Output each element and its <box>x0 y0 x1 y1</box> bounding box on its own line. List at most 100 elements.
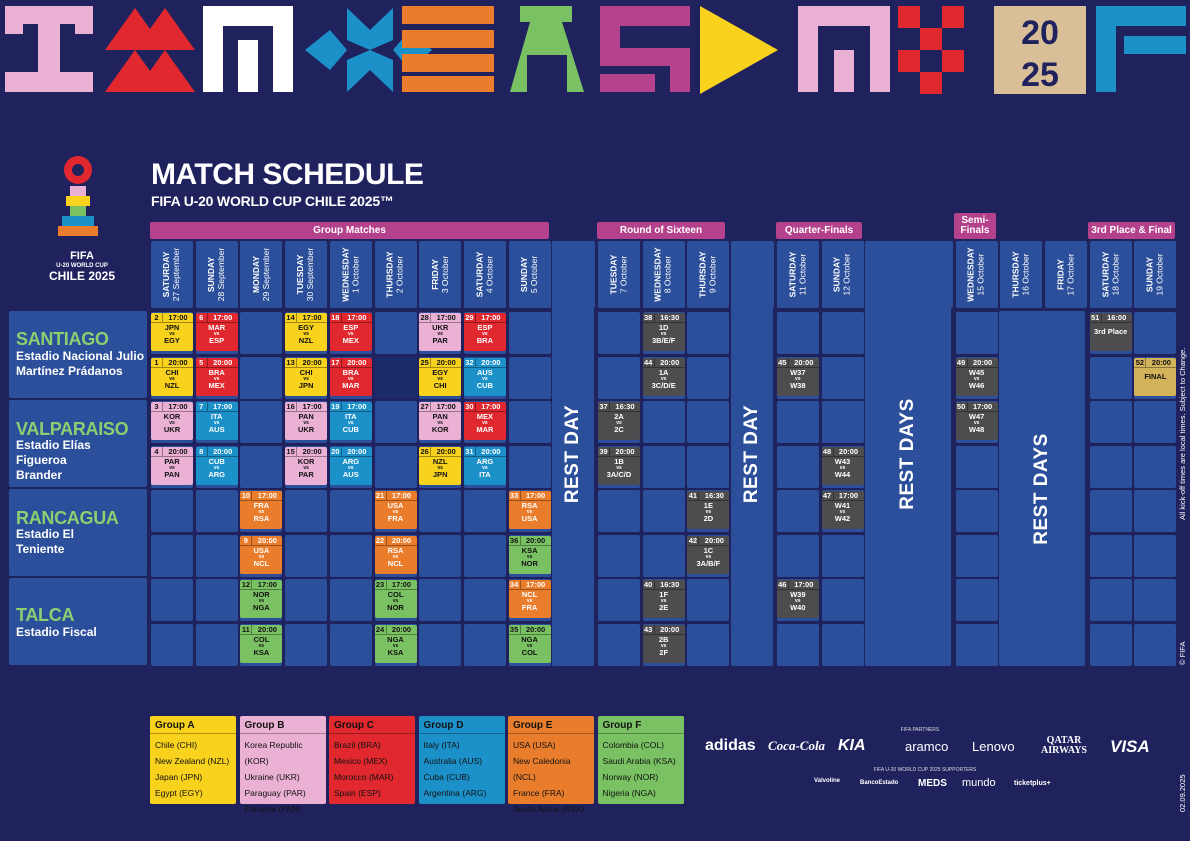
fifa-u20-logo: FIFA U-20 WORLD CUP CHILE 2025 <box>34 150 130 300</box>
match-card[interactable]: 22 20:00 RSA vs NCL <box>374 535 417 574</box>
match-card[interactable]: 23 17:00 COL vs NOR <box>374 580 417 618</box>
match-header: 51 16:00 <box>1089 313 1132 323</box>
match-card[interactable]: 31 20:00 ARG vs ITA <box>463 446 506 485</box>
match-card[interactable]: 12 17:00 NOR vs NGA <box>240 580 283 618</box>
match-card[interactable]: 38 16:30 1D vs 3B/E/F <box>642 313 685 351</box>
match-teams: W47 vs W48 <box>956 413 998 434</box>
team-away: CUB <box>342 425 359 434</box>
match-card[interactable]: 37 16:30 2A vs 2C <box>598 402 640 440</box>
group-team: Ukraine (UKR) <box>244 772 300 782</box>
group-team: Morocco (MAR) <box>334 772 394 782</box>
schedule-cell <box>821 534 864 577</box>
day-name: FRIDAY <box>429 259 440 290</box>
match-card[interactable]: 34 17:00 NCL vs FRA <box>508 580 551 618</box>
vs-label: vs <box>169 420 175 426</box>
match-number: 2 <box>151 313 163 322</box>
day-header: THURSDAY 16 October <box>1000 241 1043 308</box>
match-number: 1 <box>151 357 163 367</box>
match-card[interactable]: 1 20:00 CHI vs NZL <box>151 357 193 396</box>
match-card[interactable]: 32 20:00 AUS vs CUB <box>463 357 506 396</box>
match-card[interactable]: 49 20:00 W45 vs W46 <box>955 357 998 396</box>
match-card[interactable]: 33 17:00 RSA vs USA <box>508 491 551 529</box>
match-card[interactable]: 16 17:00 PAN vs UKR <box>285 402 328 440</box>
match-time: 16:00 <box>1107 313 1127 322</box>
match-card[interactable]: 19 17:00 ITA vs CUB <box>329 402 372 440</box>
match-card[interactable]: 10 17:00 FRA vs RSA <box>240 491 283 529</box>
match-card[interactable]: 9 20:00 USA vs NCL <box>240 535 283 574</box>
stage-group-matches: Group Matches <box>150 222 549 239</box>
match-card[interactable]: 50 17:00 W47 vs W48 <box>955 402 998 440</box>
match-card[interactable]: 5 20:00 BRA vs MEX <box>195 357 238 396</box>
match-card[interactable]: 17 20:00 BRA vs MAR <box>329 357 372 396</box>
vs-label: vs <box>660 598 667 604</box>
match-card[interactable]: 11 20:00 COL vs KSA <box>240 624 283 663</box>
team-away: KSA <box>387 647 404 657</box>
match-card[interactable]: 43 20:00 2B vs 2F <box>642 624 685 663</box>
match-header: 3 17:00 <box>151 402 193 412</box>
match-card[interactable]: 18 17:00 ESP vs MEX <box>329 313 372 351</box>
match-card[interactable]: 40 16:30 1F vs 2E <box>642 580 685 618</box>
match-card[interactable]: 15 20:00 KOR vs PAR <box>285 446 328 485</box>
match-card[interactable]: 41 16:30 1E vs 2D <box>687 491 730 529</box>
match-header: 49 20:00 <box>955 357 998 368</box>
team-away: CHI <box>433 380 447 390</box>
match-header: 46 17:00 <box>776 580 819 590</box>
match-time: 20:00 <box>302 446 322 456</box>
team-away: UKR <box>163 425 181 434</box>
match-card[interactable]: 6 17:00 MAR vs ESP <box>195 313 238 351</box>
match-header: 20 20:00 <box>329 446 372 457</box>
match-number: 20 <box>330 446 342 456</box>
match-card[interactable]: 52 20:00 FINAL <box>1134 357 1177 396</box>
vs-label: vs <box>303 331 309 337</box>
match-time: 17:00 <box>168 313 188 322</box>
schedule-cell <box>821 312 864 354</box>
match-card[interactable]: 29 17:00 ESP vs BRA <box>463 313 506 351</box>
match-card[interactable]: 36 20:00 KSA vs NOR <box>508 535 551 574</box>
schedule-cell <box>821 623 864 666</box>
match-header: 13 20:00 <box>285 357 328 368</box>
match-card[interactable]: 8 20:00 CUB vs ARG <box>195 446 238 485</box>
match-teams: CHI vs NZL <box>151 368 193 390</box>
match-card[interactable]: 51 16:00 3rd Place <box>1089 313 1132 351</box>
match-card[interactable]: 24 20:00 NGA vs KSA <box>374 624 417 663</box>
match-header: 12 17:00 <box>240 580 283 590</box>
match-time: 20:00 <box>704 535 724 545</box>
match-card[interactable]: 47 17:00 W41 vs W42 <box>821 491 864 529</box>
match-card[interactable]: 13 20:00 CHI vs JPN <box>285 357 328 396</box>
match-card[interactable]: 39 20:00 1B vs 3A/C/D <box>598 446 640 485</box>
rest-days-label: REST DAYS <box>1031 432 1052 545</box>
match-card[interactable]: 26 20:00 NZL vs JPN <box>419 446 462 485</box>
match-card[interactable]: 7 17:00 ITA vs AUS <box>195 402 238 440</box>
match-card[interactable]: 4 20:00 PAR vs PAN <box>151 446 193 485</box>
match-card[interactable]: 27 17:00 PAN vs KOR <box>419 402 462 440</box>
match-card[interactable]: 42 20:00 1C vs 3A/B/F <box>687 535 730 574</box>
day-header: SUNDAY 19 October <box>1134 241 1177 308</box>
match-card[interactable]: 30 17:00 MEX vs MAR <box>463 402 506 440</box>
match-card[interactable]: 48 20:00 W43 vs W44 <box>821 446 864 485</box>
match-card[interactable]: 44 20:00 1A vs 3C/D/E <box>642 357 685 396</box>
match-card[interactable]: 3 17:00 KOR vs UKR <box>151 402 193 440</box>
banner-glyph-purple <box>600 6 690 92</box>
match-header: 16 17:00 <box>285 402 328 412</box>
match-card[interactable]: 14 17:00 EGY vs NZL <box>285 313 328 351</box>
match-card[interactable]: 25 20:00 EGY vs CHI <box>419 357 462 396</box>
schedule-cell <box>687 401 730 443</box>
match-card[interactable]: 20 20:00 ARG vs AUS <box>329 446 372 485</box>
match-card[interactable]: 35 20:00 NGA vs COL <box>508 624 551 663</box>
group-team: Australia (AUS) <box>423 756 483 766</box>
match-time: 17:00 <box>481 313 501 322</box>
day-name: WEDNESDAY <box>340 247 351 302</box>
match-card[interactable]: 21 17:00 USA vs FRA <box>374 491 417 529</box>
schedule-cell <box>598 579 640 621</box>
match-header: 42 20:00 <box>687 535 730 546</box>
match-teams: AUS vs CUB <box>464 368 506 390</box>
match-card[interactable]: 2 17:00 JPN vs EGY <box>151 313 193 351</box>
group-team-list: Korea Republic (KOR) Ukraine (UKR) Paragua… <box>240 734 326 820</box>
day-header: WEDNESDAY 15 October <box>955 241 998 308</box>
match-number: 49 <box>956 357 968 367</box>
venue-rancagua <box>9 489 147 576</box>
match-card[interactable]: 46 17:00 W39 vs W40 <box>776 580 819 618</box>
vs-label: vs <box>437 331 443 337</box>
match-card[interactable]: 28 17:00 UKR vs PAR <box>419 313 462 351</box>
match-card[interactable]: 45 20:00 W37 vs W38 <box>776 357 819 396</box>
